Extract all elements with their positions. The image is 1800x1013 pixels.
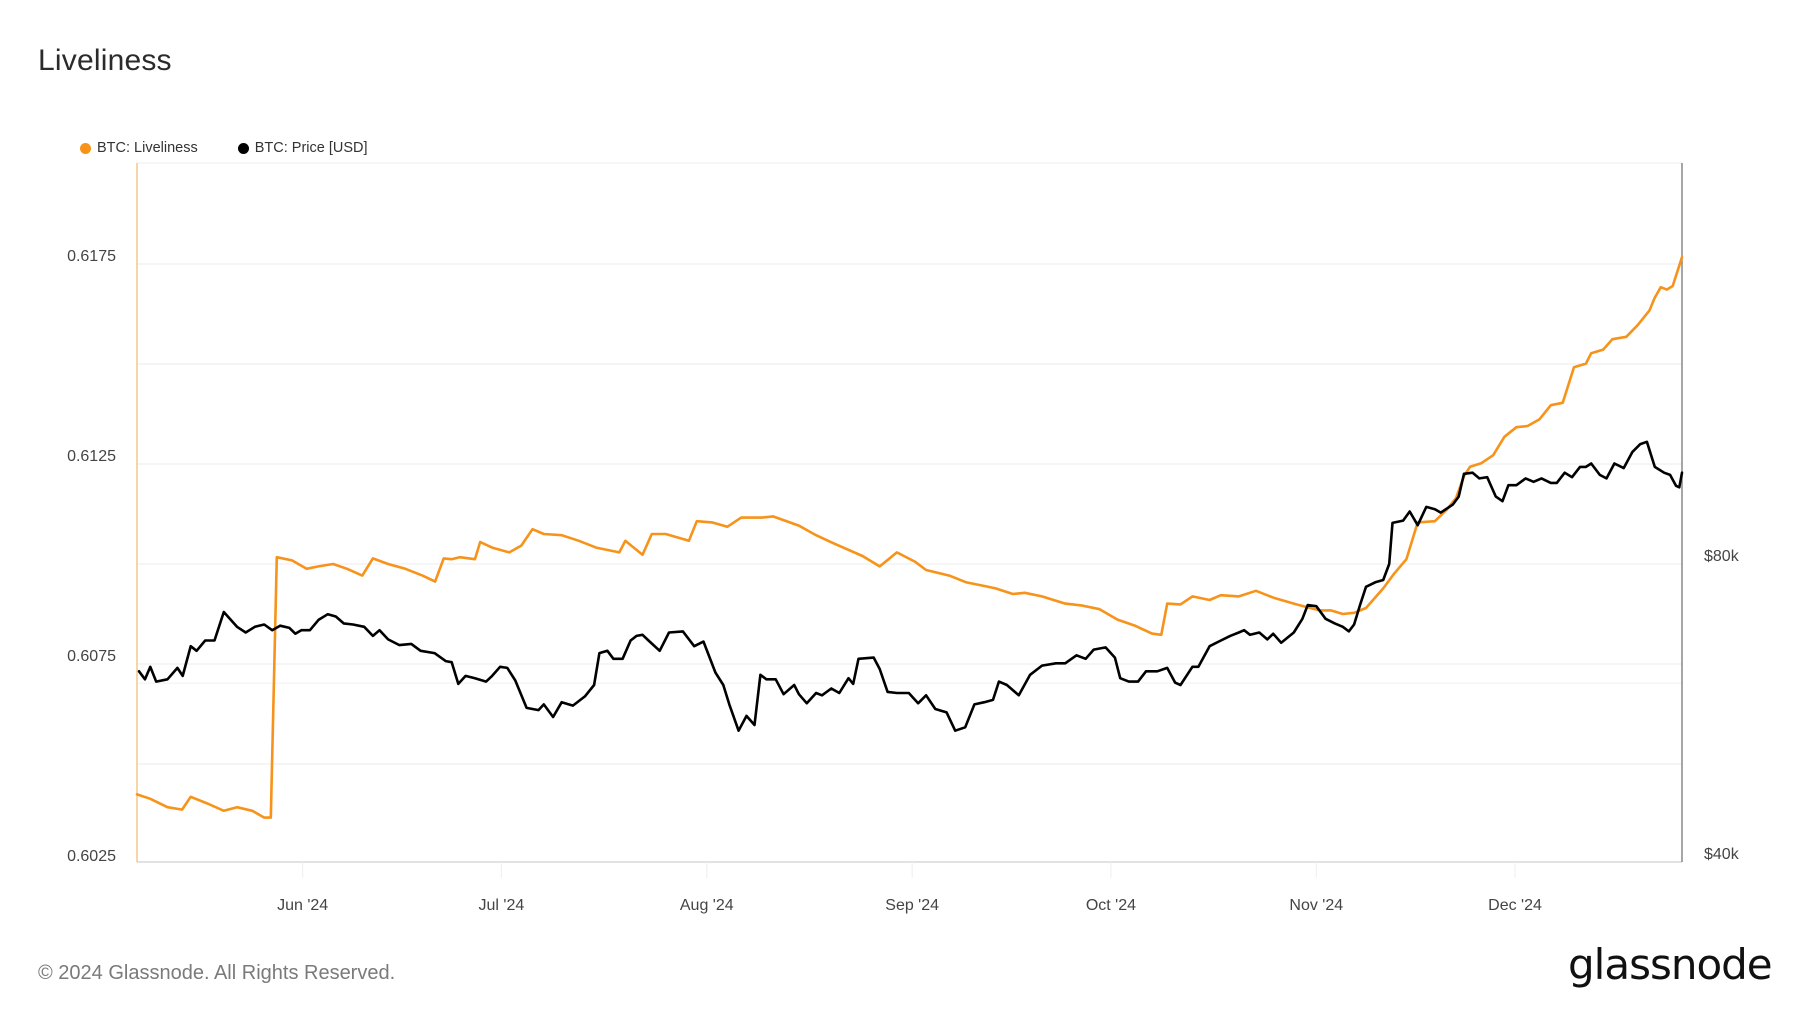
y-right-tick-label: $80k bbox=[1704, 548, 1740, 565]
chart-title: Liveliness bbox=[38, 44, 172, 77]
y-right-tick-label: $40k bbox=[1704, 846, 1740, 863]
axes bbox=[136, 162, 1683, 878]
legend-dot-icon bbox=[80, 142, 91, 154]
y-left-tick-label: 0.6125 bbox=[67, 448, 116, 465]
legend-item-price[interactable]: BTC: Price [USD] bbox=[237, 140, 368, 156]
y-left-tick-label: 0.6075 bbox=[67, 648, 116, 665]
gridlines bbox=[137, 263, 1682, 765]
price-line bbox=[137, 440, 1684, 733]
x-tick-label: Oct '24 bbox=[1086, 897, 1136, 914]
x-tick-label: Jul '24 bbox=[479, 897, 525, 914]
x-tick-label: Sep '24 bbox=[885, 897, 939, 914]
series-lines bbox=[135, 255, 1684, 819]
liveliness-line bbox=[135, 255, 1684, 819]
x-tick-label: Dec '24 bbox=[1488, 897, 1542, 914]
legend-item-liveliness[interactable]: BTC: Liveliness bbox=[80, 140, 198, 156]
y-left-tick-label: 0.6025 bbox=[67, 848, 116, 865]
axis-labels: Jun '24 Jul '24 Aug '24 Sep '24 Oct '24 Nov '… bbox=[67, 248, 1740, 914]
legend-label: BTC: Liveliness bbox=[97, 140, 198, 156]
x-tick-label: Aug '24 bbox=[680, 897, 734, 914]
glassnode-logo: glassnode bbox=[1568, 940, 1773, 989]
legend-label: BTC: Price [USD] bbox=[254, 140, 368, 156]
x-tick-label: Jun '24 bbox=[277, 897, 328, 914]
x-tick-label: Nov '24 bbox=[1289, 897, 1343, 914]
chart-legend: BTC: Liveliness BTC: Price [USD] bbox=[80, 140, 368, 156]
y-left-tick-label: 0.6175 bbox=[67, 248, 116, 265]
legend-dot-icon bbox=[237, 142, 249, 154]
copyright-text: © 2024 Glassnode. All Rights Reserved. bbox=[38, 962, 396, 984]
